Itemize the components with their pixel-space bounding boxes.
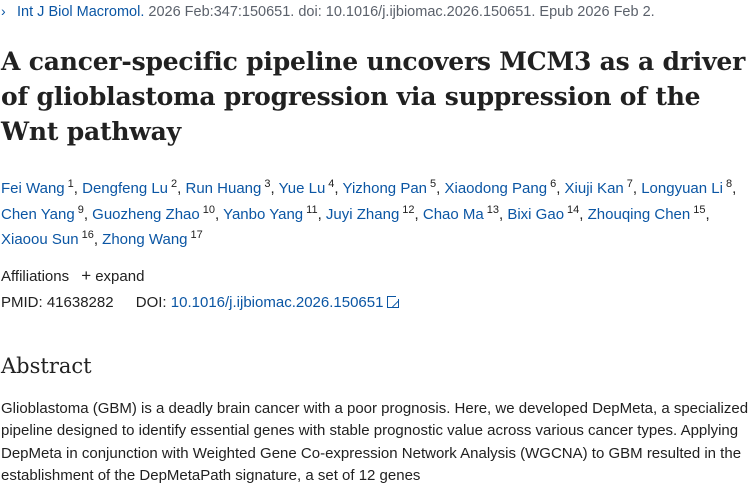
author-link[interactable]: Run Huang — [185, 180, 262, 197]
author-item: Yizhong Pan 5 — [342, 178, 437, 198]
doi-value: 10.1016/j.ijbiomac.2026.150651 — [170, 294, 384, 311]
author-link[interactable]: Zhong Wang — [102, 231, 188, 248]
expand-label: expand — [95, 268, 145, 285]
author-affiliation-number[interactable]: 4 — [328, 178, 335, 190]
author-link[interactable]: Fei Wang — [1, 180, 65, 197]
pmid-label: PMID: — [1, 294, 43, 311]
doi-link[interactable]: 10.1016/j.ijbiomac.2026.150651 — [170, 294, 402, 311]
author-affiliation-number[interactable]: 10 — [202, 203, 215, 216]
author-item: Yanbo Yang 11 — [223, 203, 318, 223]
author-item: Zhouqing Chen 15 — [587, 203, 706, 223]
author-link[interactable]: Chen Yang — [1, 205, 75, 223]
journal-link[interactable]: Int J Biol Macromol. — [17, 4, 145, 20]
author-affiliation-number[interactable]: 14 — [567, 203, 580, 216]
author-affiliation-number[interactable]: 15 — [693, 203, 706, 216]
author-affiliation-number[interactable]: 1 — [67, 178, 74, 190]
abstract-text: Glioblastoma (GBM) is a deadly brain can… — [1, 400, 749, 485]
author-link[interactable]: Xiaoou Sun — [1, 231, 79, 248]
authors-list: Fei Wang 1, Dengfeng Lu 2, Run Huang 3, Yue… — [1, 178, 737, 249]
author-link[interactable]: Zhouqing Chen — [587, 205, 691, 223]
author-link[interactable]: Longyuan Li — [641, 180, 723, 197]
plus-icon: + — [81, 266, 92, 285]
author-item: Xiaodong Pang 6 — [444, 178, 557, 198]
author-item: Longyuan Li 8 — [641, 178, 733, 198]
author-item: Juyi Zhang 12 — [325, 203, 415, 223]
author-affiliation-number[interactable]: 9 — [77, 203, 84, 216]
author-link[interactable]: Xiuji Kan — [564, 180, 624, 197]
author-link[interactable]: Yue Lu — [278, 180, 326, 197]
author-item: Dengfeng Lu 2 — [82, 178, 178, 198]
author-link[interactable]: Xiaodong Pang — [444, 180, 548, 197]
expand-affiliations-button[interactable]: + expand — [81, 266, 145, 285]
abstract-heading: Abstract — [1, 354, 92, 378]
article-title: A cancer-specific pipeline uncovers MCM3… — [1, 47, 746, 146]
author-link[interactable]: Juyi Zhang — [325, 205, 400, 223]
author-link[interactable]: Dengfeng Lu — [82, 180, 169, 197]
pmid-value: 41638282 — [46, 294, 114, 311]
author-affiliation-number[interactable]: 3 — [264, 178, 271, 190]
author-affiliation-number[interactable]: 2 — [171, 178, 178, 190]
citation-line: › Int J Biol Macromol. 2026 Feb:347:1506… — [1, 3, 655, 20]
affiliations-label: Affiliations — [1, 268, 70, 285]
chevron-right-icon[interactable]: › — [1, 3, 6, 19]
author-item: Chen Yang 9 — [1, 203, 84, 223]
author-item: Fei Wang 1 — [1, 178, 74, 198]
author-item: Yue Lu 4 — [278, 178, 335, 198]
author-affiliation-number[interactable]: 8 — [725, 178, 733, 190]
author-link[interactable]: Guozheng Zhao — [92, 205, 200, 223]
author-affiliation-number[interactable]: 5 — [430, 178, 437, 190]
identifiers-row: PMID: 41638282 DOI: 10.1016/j.ijbiomac.2… — [1, 294, 402, 311]
author-item: Chao Ma 13 — [422, 203, 499, 223]
author-link[interactable]: Yanbo Yang — [223, 205, 304, 223]
doi-label: DOI: — [135, 294, 167, 311]
author-item: Bixi Gao 14 — [507, 203, 580, 223]
author-affiliation-number[interactable]: 13 — [486, 203, 499, 216]
citation-details: 2026 Feb:347:150651. doi: 10.1016/j.ijbi… — [148, 4, 655, 20]
author-affiliation-number[interactable]: 17 — [190, 229, 203, 241]
author-link[interactable]: Bixi Gao — [507, 205, 565, 223]
author-affiliation-number[interactable]: 12 — [402, 203, 415, 216]
author-affiliation-number[interactable]: 11 — [306, 203, 318, 216]
author-affiliation-number[interactable]: 16 — [81, 229, 94, 241]
author-item: Xiuji Kan 7 — [564, 178, 633, 198]
author-affiliation-number[interactable]: 6 — [550, 178, 557, 190]
author-item: Zhong Wang 17 — [102, 229, 203, 249]
author-affiliation-number[interactable]: 7 — [626, 178, 633, 190]
external-link-icon — [387, 294, 402, 308]
affiliations-row: Affiliations + expand — [1, 266, 144, 286]
author-link[interactable]: Chao Ma — [422, 205, 484, 223]
author-item: Guozheng Zhao 10 — [92, 203, 215, 223]
author-item: Xiaoou Sun 16 — [1, 229, 94, 249]
author-link[interactable]: Yizhong Pan — [342, 180, 428, 197]
author-item: Run Huang 3 — [185, 178, 271, 198]
